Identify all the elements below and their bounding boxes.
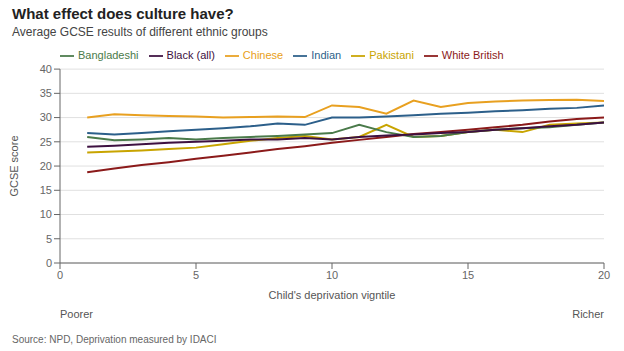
html-text:Bangladeshi: Bangladeshi <box>78 49 139 61</box>
svg-text:0: 0 <box>46 257 52 269</box>
html-text:Source: NPD, Deprivation measu: Source: NPD, Deprivation measured by IDA… <box>12 334 217 345</box>
svg-text:10: 10 <box>326 269 338 281</box>
svg-text:5: 5 <box>46 233 52 245</box>
html-text:Pakistani: Pakistani <box>369 49 414 61</box>
html-text:White British: White British <box>441 49 504 61</box>
html-text:Richer: Richer <box>572 308 604 320</box>
svg-text:GCSE score: GCSE score <box>8 135 20 196</box>
svg-text:40: 40 <box>40 63 52 75</box>
svg-text:Child's deprivation vigntile: Child's deprivation vigntile <box>269 289 396 301</box>
html-text:Indian: Indian <box>311 49 342 61</box>
html-text:Poorer: Poorer <box>60 308 93 320</box>
svg-text:30: 30 <box>40 111 52 123</box>
svg-text:0: 0 <box>57 269 63 281</box>
html-text:Black (all): Black (all) <box>166 49 215 61</box>
html-text:What effect does culture have?: What effect does culture have? <box>12 5 234 22</box>
svg-text:15: 15 <box>462 269 474 281</box>
svg-text:20: 20 <box>598 269 610 281</box>
svg-text:10: 10 <box>40 208 52 220</box>
html-text:Average GCSE results of differ: Average GCSE results of different ethnic… <box>12 25 268 39</box>
svg-text:15: 15 <box>40 184 52 196</box>
svg-text:35: 35 <box>40 87 52 99</box>
svg-text:25: 25 <box>40 136 52 148</box>
html-text:Chinese: Chinese <box>242 49 284 61</box>
svg-text:20: 20 <box>40 160 52 172</box>
svg-text:5: 5 <box>193 269 199 281</box>
